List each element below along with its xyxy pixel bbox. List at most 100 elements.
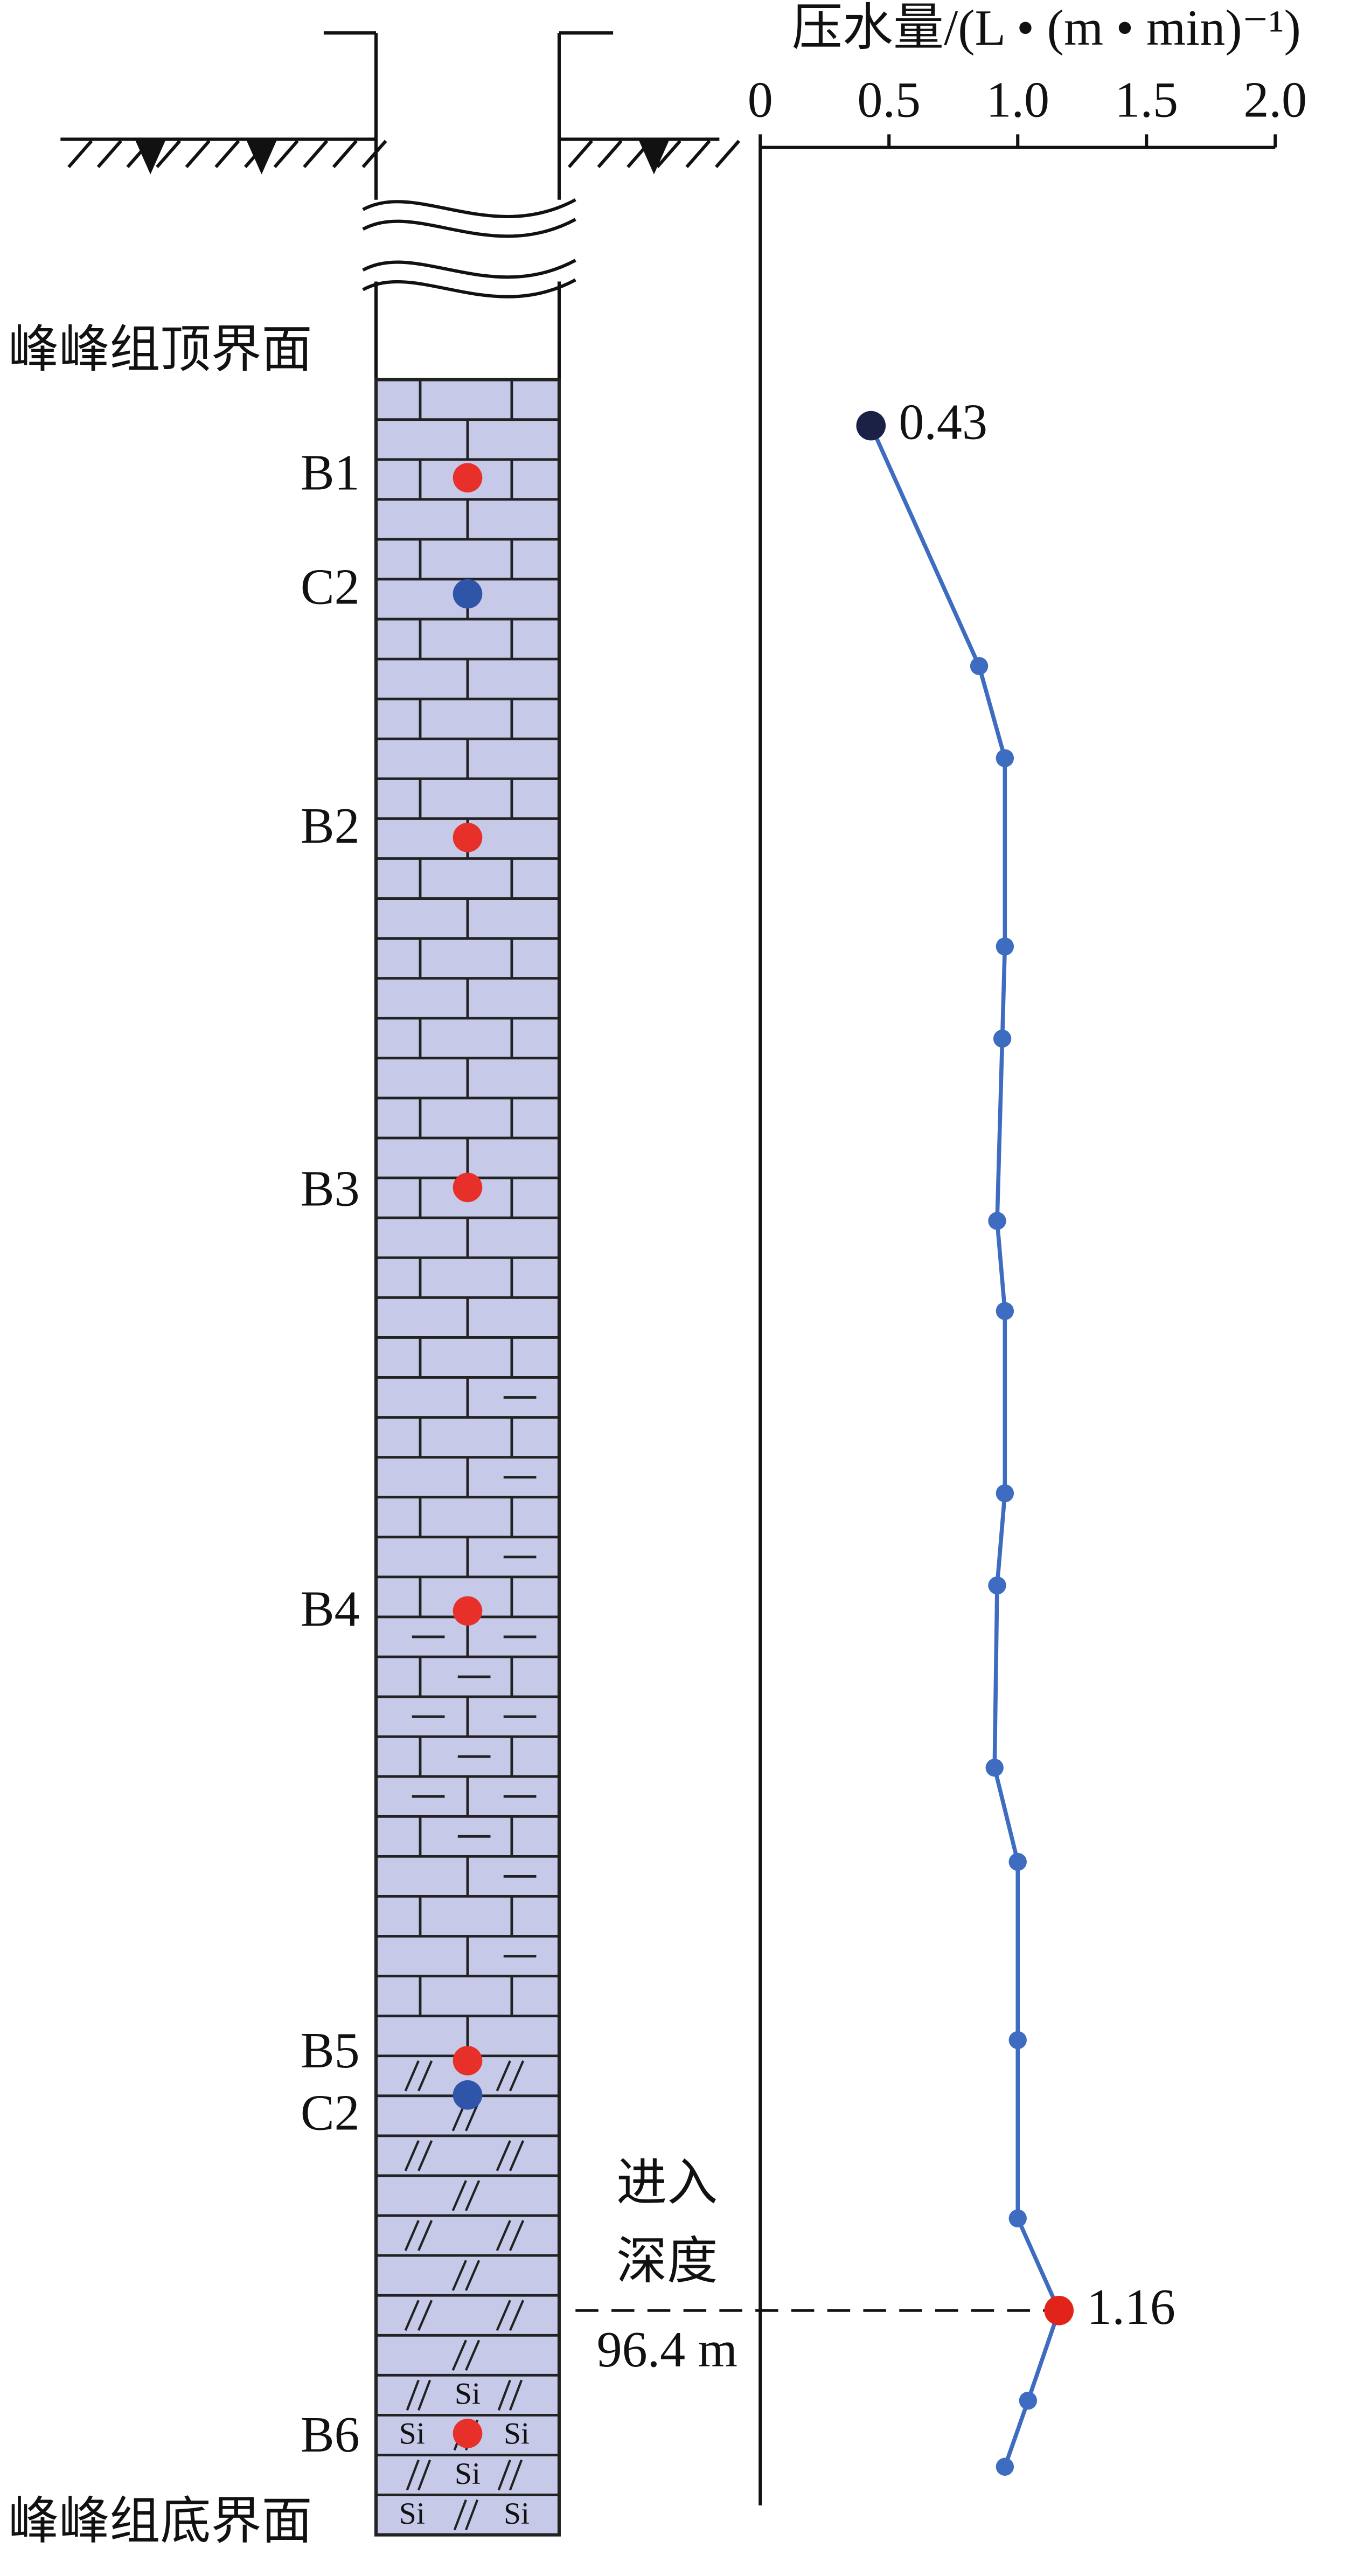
data-line (869, 425, 1061, 2468)
si-symbol: Si (399, 2417, 425, 2451)
data-point (1008, 2209, 1027, 2227)
data-point (996, 1302, 1014, 1320)
slash-symbol (451, 2339, 467, 2371)
data-point (996, 2457, 1014, 2476)
slash-symbol (496, 2220, 511, 2251)
data-point (988, 1212, 1006, 1230)
slash-symbol (465, 2339, 481, 2371)
ground-hatch (67, 139, 741, 175)
break-line (362, 278, 576, 298)
sample-label: C2 (301, 559, 360, 615)
slash-symbol (404, 2060, 420, 2092)
hatch (597, 140, 623, 169)
data-point (996, 749, 1014, 767)
slash-symbol (497, 2379, 511, 2411)
sample-label: B2 (301, 798, 360, 854)
slash-symbol (406, 2379, 420, 2411)
slash-symbol (509, 2060, 525, 2092)
sample-label: B6 (301, 2407, 360, 2463)
data-point (988, 1576, 1006, 1595)
slash-symbol (406, 2459, 420, 2491)
sample-point (453, 463, 483, 493)
hatch (185, 140, 211, 169)
hatch (303, 140, 329, 169)
sample-point (453, 2419, 483, 2448)
si-symbol: Si (504, 2497, 530, 2531)
hatch (96, 140, 122, 169)
data-point (856, 411, 886, 441)
slash-symbol (497, 2459, 511, 2491)
sample-point (453, 1172, 483, 1203)
slash-symbol (496, 2060, 511, 2092)
x-tick-label: 0.5 (857, 72, 921, 128)
bottom-boundary-label: 峰峰组底界面 (8, 2494, 312, 2550)
si-symbol: Si (504, 2417, 530, 2451)
annotation-label: 96.4 m (597, 2322, 737, 2378)
hatch (567, 140, 593, 169)
slash-symbol (509, 2379, 523, 2411)
well-casing (60, 31, 720, 380)
x-tick-label: 0 (748, 72, 773, 128)
top-boundary-label: 峰峰组顶界面 (8, 322, 312, 378)
annotation-text: 进入 (616, 2155, 718, 2211)
hatch (332, 140, 358, 169)
slash-symbol (496, 2140, 511, 2171)
x-tick-label: 2.0 (1243, 72, 1307, 128)
slash-symbol (417, 2220, 433, 2251)
data-point (1008, 1852, 1027, 1871)
break-line (362, 198, 576, 219)
sample-point (453, 823, 483, 852)
slash-symbol (509, 2220, 525, 2251)
slash-symbol (509, 2300, 525, 2331)
slash-symbol (465, 2260, 481, 2291)
hatch (273, 140, 299, 169)
ground-symbol (246, 139, 277, 175)
data-point (993, 1029, 1012, 1048)
hatch (715, 140, 741, 169)
sample-point (453, 1596, 483, 1626)
x-tick-label: 1.5 (1115, 72, 1178, 128)
x-tick-label: 1.0 (986, 72, 1049, 128)
slash-symbol (451, 2180, 467, 2211)
hatch (214, 140, 240, 169)
sample-point (453, 2046, 483, 2075)
slash-symbol (417, 2140, 433, 2171)
si-symbol: Si (399, 2497, 425, 2531)
data-point (1008, 2031, 1027, 2050)
sample-label: B3 (301, 1161, 360, 1217)
break-line (362, 259, 576, 279)
slash-symbol (404, 2140, 420, 2171)
slash-symbol (464, 2499, 479, 2531)
hatch (156, 140, 182, 169)
data-point (970, 657, 989, 675)
slash-symbol (417, 2459, 432, 2491)
slash-symbol (509, 2459, 523, 2491)
sample-label: B5 (301, 2023, 360, 2079)
slash-symbol (453, 2499, 467, 2531)
data-label: 0.43 (899, 394, 987, 450)
data-point (1044, 2295, 1074, 2325)
sample-label: B4 (301, 1581, 360, 1637)
slash-symbol (417, 2379, 432, 2411)
sample-point (453, 579, 483, 609)
sample-label: C2 (301, 2085, 360, 2141)
hatch (656, 140, 681, 169)
si-symbol: Si (455, 2457, 481, 2491)
axis-title: 压水量/(L • (m • min)⁻¹) (792, 0, 1301, 56)
slash-symbol (451, 2260, 467, 2291)
hatch (685, 140, 711, 169)
sample-label: B1 (301, 445, 360, 501)
annotation-text: 深度 (616, 2234, 718, 2290)
slash-symbol (465, 2180, 481, 2211)
data-point (1019, 2391, 1038, 2410)
rock-column: Si Si Si Si Si Si (374, 378, 561, 2537)
slash-symbol (404, 2220, 420, 2251)
hatch (67, 140, 93, 169)
slash-symbol (509, 2140, 525, 2171)
data-point (985, 1759, 1004, 1777)
data-point (996, 937, 1014, 956)
slash-symbol (404, 2300, 420, 2331)
